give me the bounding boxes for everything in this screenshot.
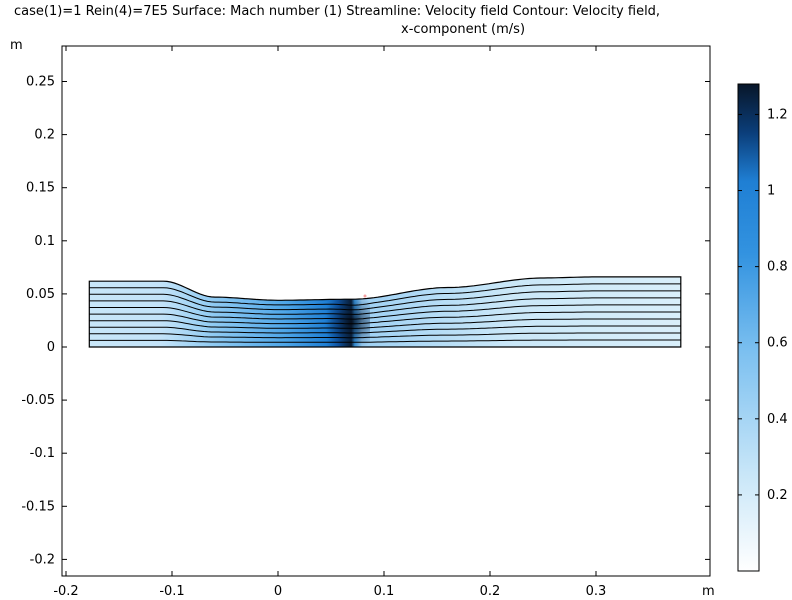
- x-tick-label: -0.1: [159, 584, 184, 599]
- plot-title-line-2: x-component (m/s): [401, 22, 526, 37]
- x-tick-label: 0: [274, 584, 282, 599]
- nozzle-domain: [88, 276, 682, 348]
- y-tick-label: -0.2: [30, 552, 55, 567]
- streamline: [89, 297, 681, 315]
- x-axis-unit-label: m: [702, 584, 715, 599]
- y-tick-label: 0.1: [34, 234, 55, 249]
- y-tick-label: 0.05: [26, 287, 55, 302]
- axis-ticks: -0.2 -0.1 0 0.1 0.2 0.3 0.25 0.2 0.15 0.1 0.05 0 -0.…: [21, 46, 710, 599]
- colorbar-tick-label: 0.8: [767, 260, 788, 275]
- colorbar: [737, 83, 760, 572]
- streamline: [89, 339, 681, 343]
- y-tick-label: -0.15: [21, 499, 55, 514]
- y-tick-label: 0: [47, 340, 55, 355]
- x-tick-label: 0.1: [374, 584, 395, 599]
- colorbar-tick-label: 1.2: [767, 107, 788, 122]
- y-tick-label: 0.2: [34, 128, 55, 143]
- streamline: [89, 290, 681, 311]
- colorbar-tick-label: 0.4: [767, 412, 788, 427]
- streamline: [89, 325, 681, 334]
- colorbar-tick-label: 0.6: [767, 336, 788, 351]
- streamline: [89, 311, 681, 325]
- contour-marker: [363, 294, 367, 298]
- colorbar-ticks: 1.2 1 0.8 0.6 0.4 0.2: [738, 107, 788, 503]
- y-tick-label: -0.05: [21, 393, 55, 408]
- plot-title-line-1: case(1)=1 Rein(4)=7E5 Surface: Mach numb…: [14, 4, 661, 19]
- colorbar-tick-label: 0.2: [767, 488, 788, 503]
- y-tick-label: 0.15: [26, 181, 55, 196]
- streamlines: [89, 283, 681, 343]
- streamline: [89, 283, 681, 306]
- streamline: [89, 318, 681, 329]
- y-tick-label: -0.1: [30, 446, 55, 461]
- streamline: [89, 332, 681, 339]
- y-axis-unit-label: m: [10, 38, 23, 53]
- mach-surface: [89, 276, 681, 347]
- y-tick-label: 0.25: [26, 75, 55, 90]
- nozzle-outline: [88, 276, 682, 348]
- x-tick-label: -0.2: [53, 584, 78, 599]
- streamline: [89, 304, 681, 320]
- x-tick-label: 0.2: [480, 584, 501, 599]
- x-tick-label: 0.3: [586, 584, 607, 599]
- colorbar-tick-label: 1: [767, 184, 775, 199]
